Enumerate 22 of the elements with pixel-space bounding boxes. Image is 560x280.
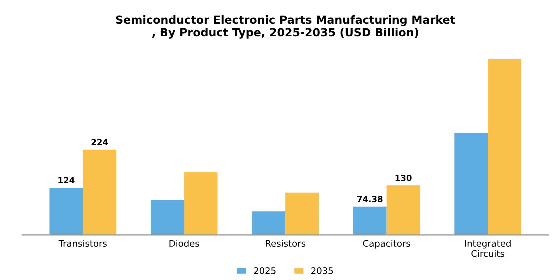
x-tick-label: Capacitors: [363, 240, 410, 249]
data-label: 224: [92, 139, 108, 146]
bar: [488, 59, 522, 236]
bar: [83, 150, 117, 236]
bar: [50, 188, 84, 236]
data-label: 74.38: [358, 196, 383, 202]
data-label: 130: [396, 174, 412, 182]
legend-label: 2025: [254, 268, 276, 274]
bar: [184, 172, 218, 236]
bar: [286, 192, 320, 236]
x-tick-label: Resistors: [266, 240, 306, 248]
legend-label: 2035: [312, 268, 334, 274]
bar: [353, 206, 387, 236]
bar: [454, 133, 488, 236]
bar: [386, 186, 420, 236]
x-tick-label: Transistors: [58, 240, 107, 248]
data-label: 124: [58, 177, 75, 184]
x-tick-label: Integrated Circuits: [465, 240, 511, 258]
bar: [252, 212, 286, 236]
x-tick-label: Diodes: [170, 240, 200, 248]
chart-title: Semiconductor Electronic Parts Manufacturing Market , By Product Type, 2025-2035 (USD Billion): [116, 16, 456, 39]
bar: [150, 200, 184, 236]
